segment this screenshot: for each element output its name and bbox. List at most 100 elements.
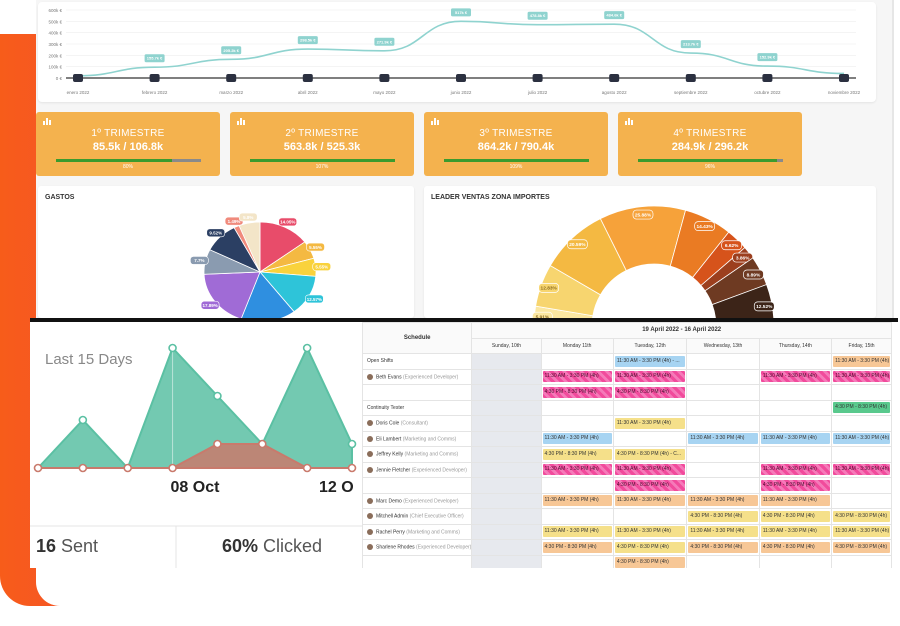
day-cell[interactable] xyxy=(540,399,614,416)
day-cell[interactable] xyxy=(612,399,688,416)
day-cell[interactable] xyxy=(758,554,833,568)
day-cell[interactable] xyxy=(831,477,892,494)
shift-block[interactable]: 4:30 PM - 8:30 PM (4h) xyxy=(542,541,612,553)
shift-block[interactable]: 4:30 PM - 8:30 PM (4h) xyxy=(614,386,686,398)
day-cell[interactable]: 11:30 AM - 3:30 PM (4h) xyxy=(831,368,892,385)
day-cell[interactable]: 4:30 PM - 8:30 PM (4h) xyxy=(831,539,892,556)
shift-block[interactable]: 11:30 AM - 3:30 PM (4h) xyxy=(833,371,890,383)
shift-block[interactable]: 11:30 AM - 3:30 PM (4h) xyxy=(614,495,686,507)
shift-block[interactable]: 4:30 PM - 8:30 PM (4h) xyxy=(760,541,831,553)
day-cell[interactable]: 4:30 PM - 8:30 PM (4h) xyxy=(540,446,614,463)
shift-block[interactable]: 4:30 PM - 8:30 PM (4h) xyxy=(614,479,686,491)
shift-block[interactable]: 11:30 AM - 3:30 PM (4h) xyxy=(760,464,831,476)
shift-block[interactable]: 11:30 AM - 3:30 PM (4h) xyxy=(688,495,758,507)
day-cell[interactable] xyxy=(831,446,892,463)
day-cell[interactable] xyxy=(686,477,760,494)
shift-block[interactable]: 4:30 PM - 8:30 PM (4h) xyxy=(833,402,890,414)
shift-block[interactable]: 11:30 AM - 3:30 PM (4h) xyxy=(614,526,686,538)
day-cell[interactable]: 4:30 PM - 8:30 PM (4h) xyxy=(612,384,688,401)
day-cell[interactable]: 4:30 PM - 8:30 PM (4h) xyxy=(831,508,892,525)
day-cell[interactable]: 4:30 PM - 8:30 PM (4h) xyxy=(540,539,614,556)
day-cell[interactable] xyxy=(831,492,892,509)
day-cell[interactable] xyxy=(686,399,760,416)
day-cell[interactable] xyxy=(540,554,614,568)
day-cell[interactable]: 4:30 PM - 8:30 PM (4h) xyxy=(686,539,760,556)
day-cell[interactable]: 11:30 AM - 3:30 PM (4h) xyxy=(831,353,892,370)
shift-block[interactable]: 11:30 AM - 3:30 PM (4h) xyxy=(688,526,758,538)
day-cell[interactable] xyxy=(471,461,542,478)
day-cell[interactable]: 11:30 AM - 3:30 PM (4h) xyxy=(686,492,760,509)
day-cell[interactable] xyxy=(471,539,542,556)
day-cell[interactable] xyxy=(686,446,760,463)
day-cell[interactable] xyxy=(540,415,614,432)
shift-block[interactable]: 11:30 AM - 3:30 PM (4h) xyxy=(760,433,831,445)
shift-block[interactable]: 4:30 PM - 8:30 PM (4h) xyxy=(542,386,612,398)
shift-block[interactable]: 4:30 PM - 8:30 PM (4h) xyxy=(614,557,686,568)
day-cell[interactable] xyxy=(831,554,892,568)
day-cell[interactable] xyxy=(471,368,542,385)
shift-block[interactable]: 4:30 PM - 8:30 PM (4h) xyxy=(760,479,831,491)
day-cell[interactable]: 4:30 PM - 8:30 PM (4h) xyxy=(686,508,760,525)
day-cell[interactable]: 4:30 PM - 8:30 PM (4h) xyxy=(612,554,688,568)
shift-block[interactable]: 4:30 PM - 8:30 PM (4h) xyxy=(833,510,890,522)
day-cell[interactable] xyxy=(471,477,542,494)
day-cell[interactable]: 11:30 AM - 3:30 PM (4h) xyxy=(831,461,892,478)
shift-block[interactable]: 11:30 AM - 3:30 PM (4h) xyxy=(833,526,890,538)
day-cell[interactable] xyxy=(758,399,833,416)
day-cell[interactable]: 11:30 AM - 3:30 PM (4h) xyxy=(612,415,688,432)
shift-block[interactable]: 11:30 AM - 3:30 PM (4h) xyxy=(542,371,612,383)
day-cell[interactable]: 11:30 AM - 3:30 PM (4h) xyxy=(758,461,833,478)
day-cell[interactable]: 11:30 AM - 3:30 PM (4h) xyxy=(758,492,833,509)
day-cell[interactable]: 11:30 AM - 3:30 PM (4h) xyxy=(540,430,614,447)
shift-block[interactable]: 11:30 AM - 3:30 PM (4h) xyxy=(760,495,831,507)
shift-block[interactable]: 4:30 PM - 8:30 PM (4h) xyxy=(833,541,890,553)
day-cell[interactable] xyxy=(540,353,614,370)
shift-block[interactable]: 11:30 AM - 3:30 PM (4h) xyxy=(614,417,686,429)
shift-block[interactable]: 11:30 AM - 3:30 PM (4h) xyxy=(833,464,890,476)
day-cell[interactable]: 11:30 AM - 3:30 PM (4h) xyxy=(612,461,688,478)
day-cell[interactable]: 11:30 AM - 3:30 PM (4h) xyxy=(686,523,760,540)
day-cell[interactable] xyxy=(686,384,760,401)
day-cell[interactable] xyxy=(686,415,760,432)
shift-block[interactable]: 11:30 AM - 3:30 PM (4h) xyxy=(542,433,612,445)
day-cell[interactable] xyxy=(471,430,542,447)
day-cell[interactable]: 4:30 PM - 8:30 PM (4h) xyxy=(612,477,688,494)
day-cell[interactable]: 11:30 AM - 3:30 PM (4h) xyxy=(758,430,833,447)
day-cell[interactable] xyxy=(471,492,542,509)
day-cell[interactable] xyxy=(758,353,833,370)
shift-block[interactable]: 11:30 AM - 3:30 PM (4h) xyxy=(833,355,890,367)
day-cell[interactable]: 4:30 PM - 8:30 PM (4h) xyxy=(831,399,892,416)
shift-block[interactable]: 4:30 PM - 8:30 PM (4h) xyxy=(542,448,612,460)
day-cell[interactable] xyxy=(831,415,892,432)
day-cell[interactable]: 4:30 PM - 8:30 PM (4h) xyxy=(758,539,833,556)
day-cell[interactable]: 11:30 AM - 3:30 PM (4h) xyxy=(612,523,688,540)
shift-block[interactable]: 4:30 PM - 8:30 PM (4h) xyxy=(688,541,758,553)
day-cell[interactable] xyxy=(831,384,892,401)
day-cell[interactable] xyxy=(686,461,760,478)
day-cell[interactable] xyxy=(612,430,688,447)
day-cell[interactable] xyxy=(758,415,833,432)
shift-block[interactable]: 11:30 AM - 3:30 PM (4h) xyxy=(614,464,686,476)
day-cell[interactable]: 4:30 PM - 8:30 PM (4h) xyxy=(758,477,833,494)
shift-block[interactable]: 4:30 PM - 8:30 PM (4h) xyxy=(760,510,831,522)
shift-block[interactable]: 11:30 AM - 3:30 PM (4h) - ... xyxy=(614,355,686,367)
day-cell[interactable]: 11:30 AM - 3:30 PM (4h) xyxy=(612,368,688,385)
day-cell[interactable] xyxy=(471,353,542,370)
day-cell[interactable] xyxy=(686,368,760,385)
day-cell[interactable] xyxy=(471,415,542,432)
day-cell[interactable]: 4:30 PM - 8:30 PM (4h) xyxy=(758,508,833,525)
day-cell[interactable]: 11:30 AM - 3:30 PM (4h) xyxy=(612,492,688,509)
day-cell[interactable] xyxy=(540,508,614,525)
day-cell[interactable]: 11:30 AM - 3:30 PM (4h) xyxy=(686,430,760,447)
day-cell[interactable]: 11:30 AM - 3:30 PM (4h) xyxy=(540,461,614,478)
day-cell[interactable]: 11:30 AM - 3:30 PM (4h) xyxy=(831,430,892,447)
shift-block[interactable]: 4:30 PM - 8:30 PM (4h) xyxy=(688,510,758,522)
day-cell[interactable]: 11:30 AM - 3:30 PM (4h) xyxy=(540,492,614,509)
shift-block[interactable]: 11:30 AM - 3:30 PM (4h) xyxy=(542,526,612,538)
day-cell[interactable] xyxy=(758,446,833,463)
day-cell[interactable]: 11:30 AM - 3:30 PM (4h) xyxy=(540,368,614,385)
day-cell[interactable] xyxy=(612,508,688,525)
shift-block[interactable]: 4:30 PM - 8:30 PM (4h) - C... xyxy=(614,448,686,460)
day-cell[interactable]: 4:30 PM - 8:30 PM (4h) xyxy=(612,539,688,556)
day-cell[interactable] xyxy=(758,384,833,401)
